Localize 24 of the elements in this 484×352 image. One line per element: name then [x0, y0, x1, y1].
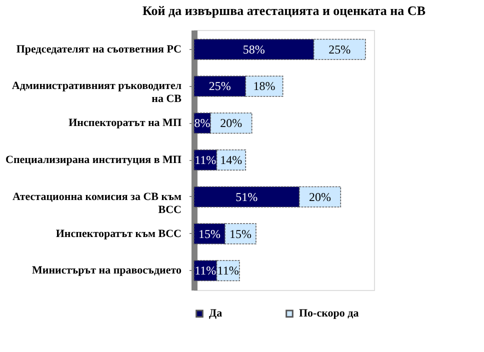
- data-label: 25%: [208, 79, 231, 94]
- y-tick-label: Председателят на съответния РС: [16, 43, 182, 56]
- data-label: 15%: [198, 226, 220, 241]
- legend-label: По-скоро да: [299, 308, 360, 320]
- data-label: 15%: [229, 226, 252, 241]
- data-label: 18%: [253, 79, 276, 94]
- data-label: 11%: [217, 264, 239, 278]
- y-tick-label: Инспекторатът към ВСС: [56, 228, 182, 240]
- data-label: 58%: [242, 42, 265, 56]
- data-label: 20%: [308, 190, 331, 204]
- data-label: 20%: [220, 116, 242, 130]
- data-label: 11%: [194, 153, 216, 167]
- y-tick-label: Министърът на правосъдието: [32, 264, 182, 277]
- chart-title: Кой да извършва атестацията и оценката на СВ: [142, 3, 426, 18]
- data-label: 51%: [236, 190, 258, 204]
- data-label: 11%: [194, 264, 216, 278]
- y-tick-label: Административният ръководител на СВ: [12, 80, 182, 106]
- data-label: 25%: [328, 42, 351, 56]
- y-tick-label: Специализирана институция в МП: [6, 154, 182, 166]
- data-label: 14%: [220, 153, 242, 167]
- y-tick-label: Атестационна комисия за СВ към ВСС: [12, 190, 182, 216]
- y-tick-label: Инспекторатът на МП: [68, 117, 182, 130]
- data-label: 8%: [194, 116, 210, 130]
- legend-label: Да: [209, 308, 223, 320]
